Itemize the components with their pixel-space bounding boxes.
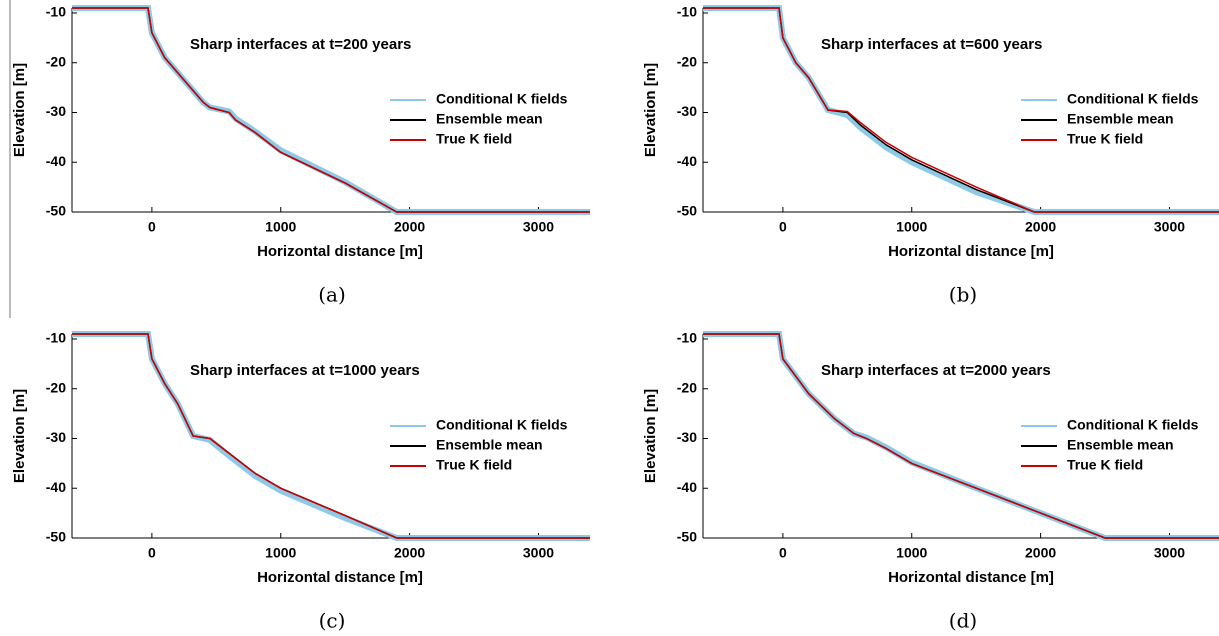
x-tick-label: 2000 — [1025, 545, 1056, 561]
y-tick-label: -50 — [677, 529, 697, 545]
y-tick-label: -50 — [46, 203, 66, 219]
y-tick-label: -30 — [677, 429, 697, 445]
caption: (a) — [318, 283, 346, 307]
chart-title: Sharp interfaces at t=200 years — [190, 36, 411, 53]
caption: (d) — [949, 609, 977, 633]
legend-label: Conditional K fields — [436, 417, 568, 433]
x-tick-label: 2000 — [394, 545, 425, 561]
y-tick-label: -20 — [677, 379, 697, 395]
legend-label: Conditional K fields — [436, 91, 568, 107]
legend-label: Ensemble mean — [436, 437, 543, 453]
x-axis-label: Horizontal distance [m] — [257, 243, 423, 260]
series-line — [703, 7, 1219, 213]
legend-label: Ensemble mean — [1067, 111, 1174, 127]
y-tick-label: -40 — [677, 153, 697, 169]
y-axis-label: Elevation [m] — [11, 389, 28, 483]
y-tick-label: -20 — [677, 53, 697, 69]
chart-title: Sharp interfaces at t=1000 years — [190, 362, 420, 379]
caption: (b) — [949, 283, 977, 307]
x-tick-label: 3000 — [523, 545, 554, 561]
legend-label: True K field — [1067, 131, 1143, 147]
x-tick-label: 1000 — [265, 219, 296, 235]
y-axis-label: Elevation [m] — [642, 389, 659, 483]
legend-label: Ensemble mean — [1067, 437, 1174, 453]
y-tick-label: -30 — [46, 429, 66, 445]
y-axis-label: Elevation [m] — [642, 63, 659, 157]
x-tick-label: 1000 — [896, 219, 927, 235]
y-tick-label: -10 — [46, 4, 66, 20]
legend-label: Ensemble mean — [436, 111, 543, 127]
legend-label: True K field — [436, 457, 512, 473]
y-tick-label: -50 — [677, 203, 697, 219]
legend-label: Conditional K fields — [1067, 91, 1199, 107]
y-tick-label: -20 — [46, 379, 66, 395]
y-axis-label: Elevation [m] — [11, 63, 28, 157]
legend-label: True K field — [1067, 457, 1143, 473]
x-tick-label: 2000 — [394, 219, 425, 235]
x-tick-label: 1000 — [265, 545, 296, 561]
y-tick-label: -40 — [46, 153, 66, 169]
series-line — [72, 333, 590, 539]
y-tick-label: -40 — [46, 479, 66, 495]
y-tick-label: -20 — [46, 53, 66, 69]
x-tick-label: 0 — [148, 545, 156, 561]
y-tick-label: -30 — [677, 103, 697, 119]
series-line — [703, 333, 1219, 539]
x-tick-label: 0 — [779, 545, 787, 561]
x-tick-label: 1000 — [896, 545, 927, 561]
caption: (c) — [319, 609, 346, 633]
series-line — [72, 7, 590, 213]
legend-label: True K field — [436, 131, 512, 147]
x-axis-label: Horizontal distance [m] — [888, 569, 1054, 586]
x-axis-label: Horizontal distance [m] — [257, 569, 423, 586]
x-axis-label: Horizontal distance [m] — [888, 243, 1054, 260]
y-tick-label: -10 — [46, 330, 66, 346]
y-tick-label: -30 — [46, 103, 66, 119]
x-tick-label: 0 — [779, 219, 787, 235]
y-tick-label: -10 — [677, 330, 697, 346]
chart-title: Sharp interfaces at t=600 years — [821, 36, 1042, 53]
x-tick-label: 2000 — [1025, 219, 1056, 235]
x-tick-label: 3000 — [1154, 219, 1185, 235]
x-tick-label: 3000 — [523, 219, 554, 235]
chart-title: Sharp interfaces at t=2000 years — [821, 362, 1051, 379]
x-tick-label: 3000 — [1154, 545, 1185, 561]
x-tick-label: 0 — [148, 219, 156, 235]
y-tick-label: -10 — [677, 4, 697, 20]
legend-label: Conditional K fields — [1067, 417, 1199, 433]
y-tick-label: -50 — [46, 529, 66, 545]
y-tick-label: -40 — [677, 479, 697, 495]
